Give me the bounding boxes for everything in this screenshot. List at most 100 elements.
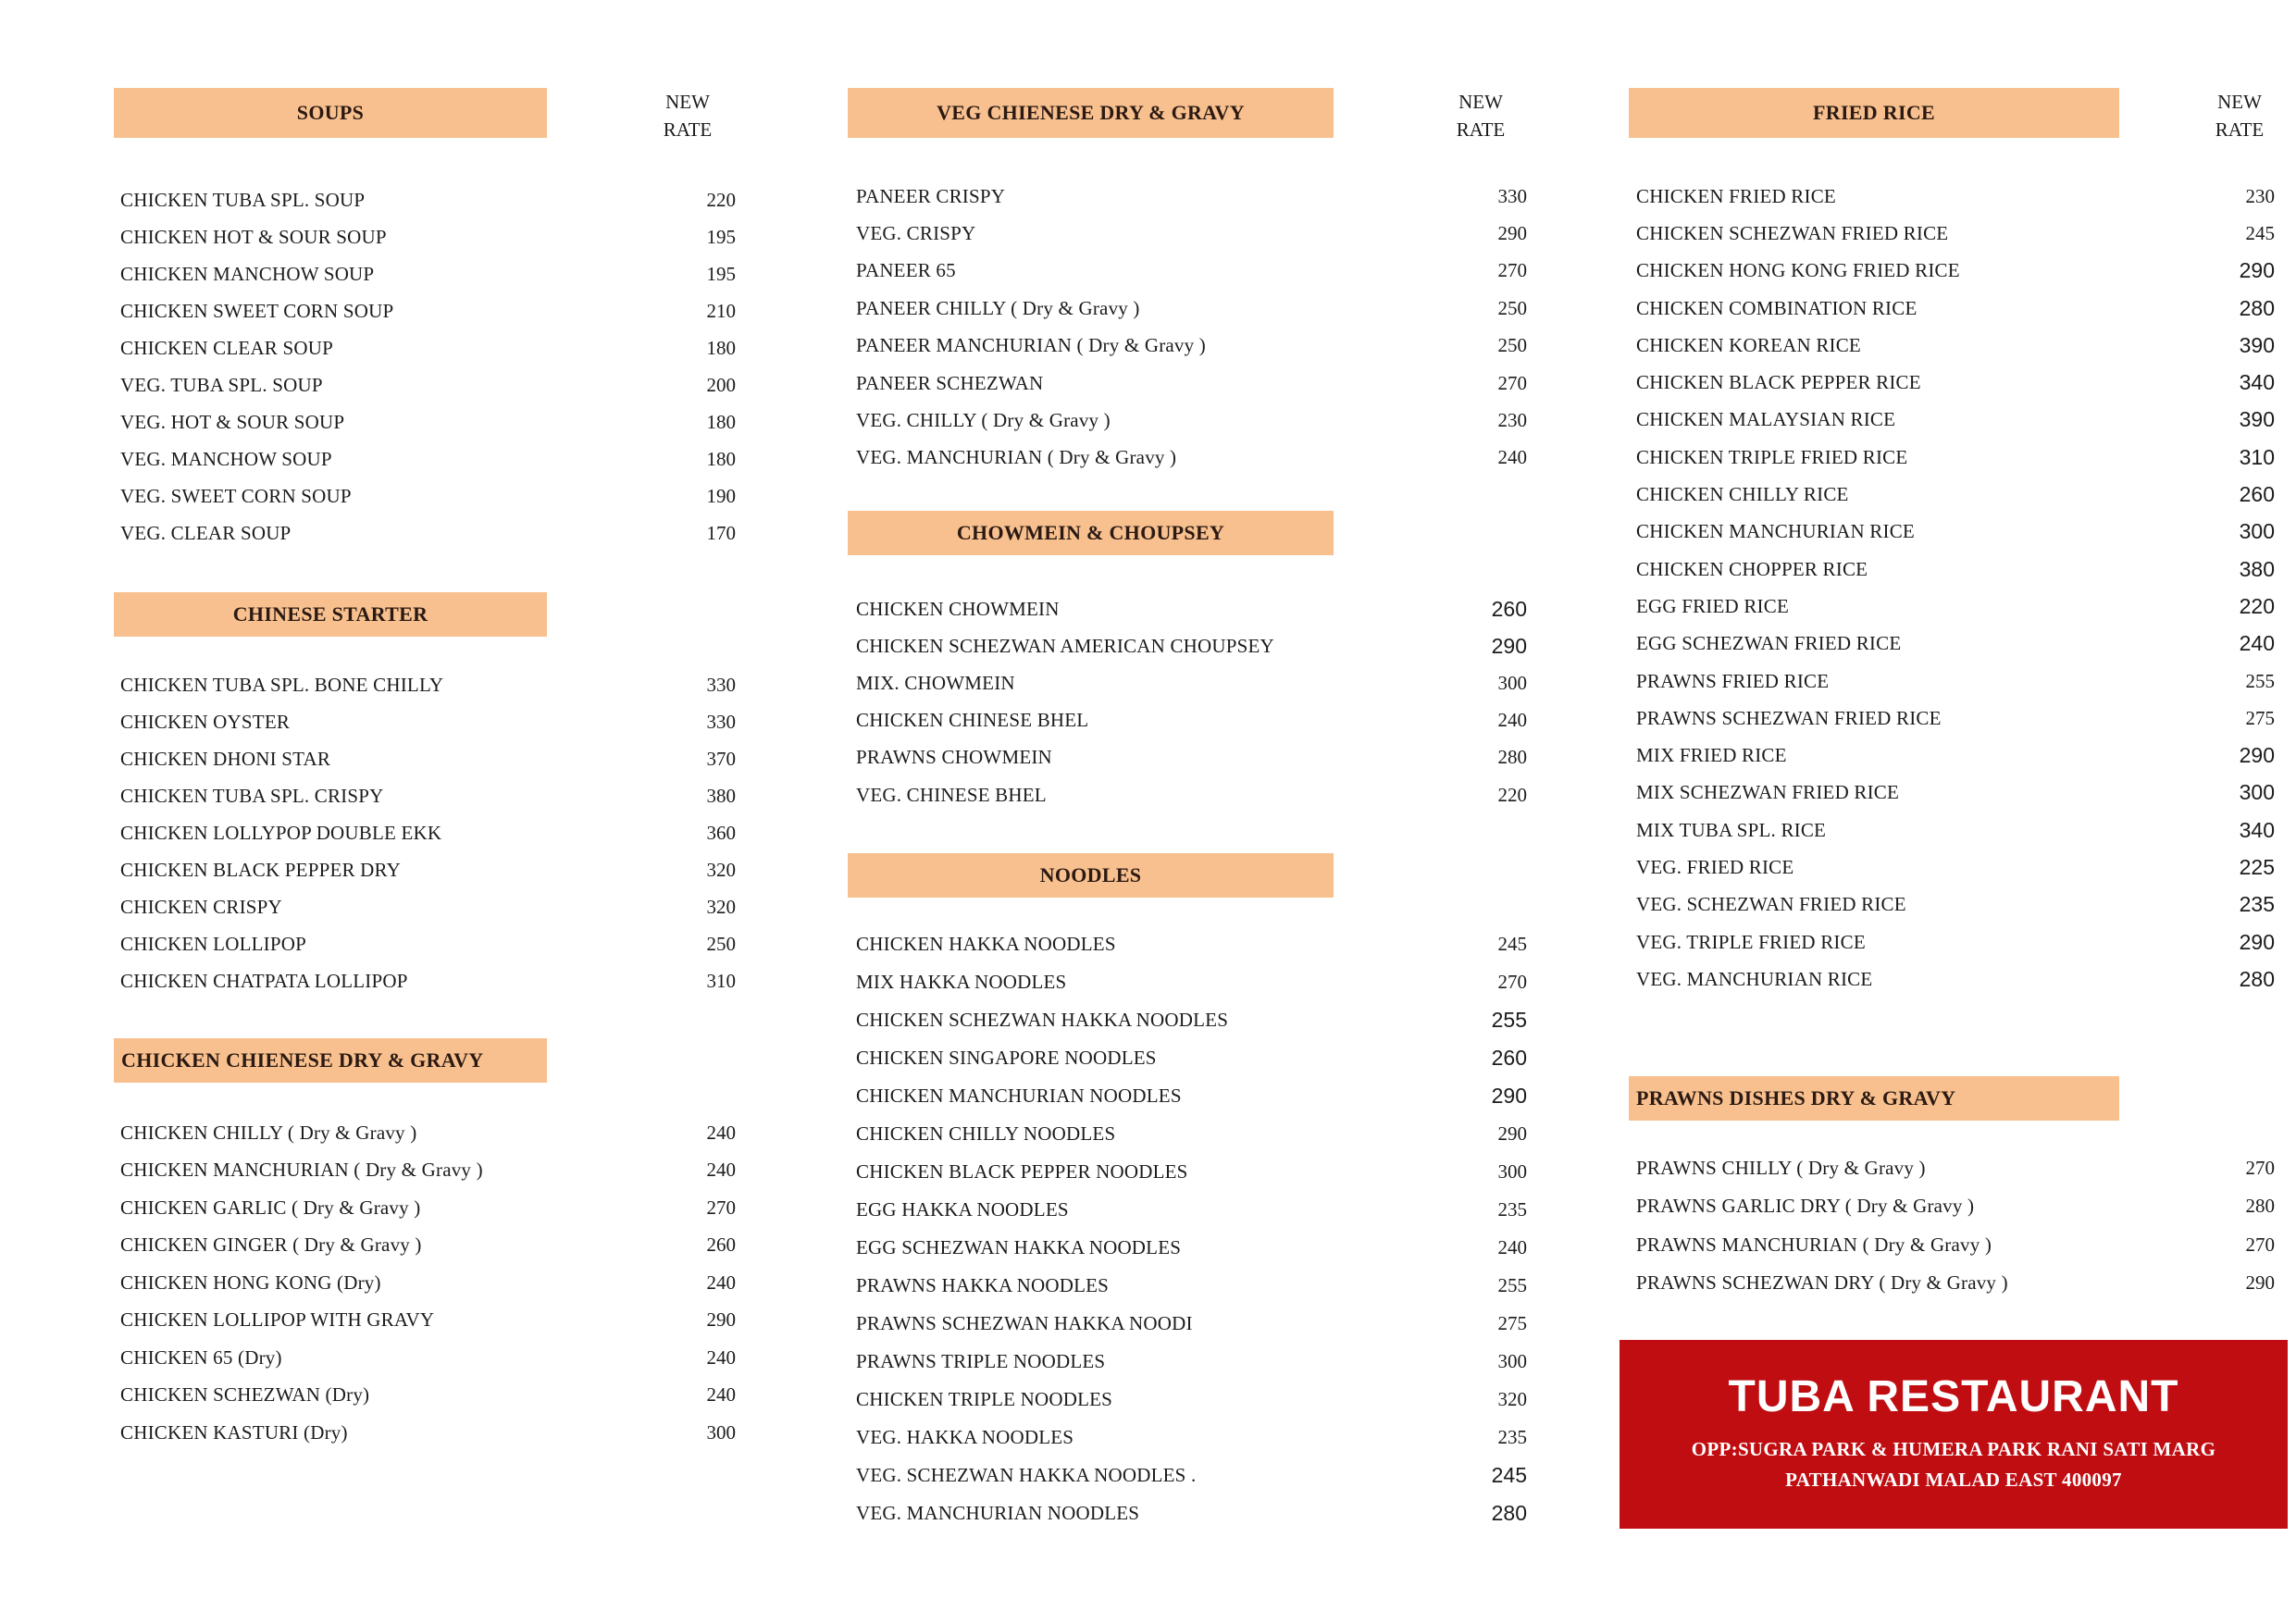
item-price: 230 [2245,184,2276,207]
section-header-chinese-starter: CHINESE STARTER [114,592,547,637]
menu-item-row: CHICKEN SCHEZWAN (Dry) 240 [120,1377,736,1415]
item-price: 290 [2245,1271,2276,1295]
item-name: PRAWNS GARLIC DRY ( Dry & Gravy ) [1636,1195,1975,1218]
item-price: 235 [2239,892,2275,917]
item-name: VEG. CRISPY [856,222,976,245]
menu-item-row: CHICKEN GINGER ( Dry & Gravy ) 260 [120,1227,736,1265]
restaurant-banner: TUBA RESTAURANT OPP:SUGRA PARK & HUMERA … [1620,1340,2288,1529]
menu-item-row: PRAWNS TRIPLE NOODLES 300 [856,1343,1527,1381]
item-name: PANEER SCHEZWAN [856,371,1044,394]
item-price: 210 [706,299,737,322]
menu-item-row: CHICKEN BLACK PEPPER NOODLES 300 [856,1153,1527,1191]
item-price: 250 [1497,296,1528,319]
item-name: CHICKEN CHILLY NOODLES [856,1122,1116,1145]
section-header-prawns-dishes-dry-gravy: PRAWNS DISHES DRY & GRAVY [1629,1076,2119,1121]
section-header-soups: SOUPS [114,88,547,138]
item-name: CHICKEN HONG KONG (Dry) [120,1271,381,1294]
item-name: CHICKEN KOREAN RICE [1636,333,1861,356]
menu-item-row: PRAWNS CHOWMEIN 280 [856,739,1527,776]
item-name: VEG. HOT & SOUR SOUP [120,410,345,433]
menu-item-row: PRAWNS GARLIC DRY ( Dry & Gravy ) 280 [1636,1187,2275,1225]
menu-item-row: CHICKEN CRISPY 320 [120,888,736,925]
menu-item-row: CHICKEN CHILLY NOODLES 290 [856,1115,1527,1153]
item-price: 290 [706,1308,737,1332]
section-header-fried-rice: FRIED RICE [1629,88,2119,138]
item-price: 195 [706,262,737,285]
item-name: MIX HAKKA NOODLES [856,971,1067,993]
item-price: 380 [706,784,737,807]
item-name: VEG. SWEET CORN SOUP [120,484,352,507]
item-name: EGG SCHEZWAN FRIED RICE [1636,632,1902,655]
menu-item-row: PRAWNS CHILLY ( Dry & Gravy ) 270 [1636,1149,2275,1187]
menu-item-row: CHICKEN GARLIC ( Dry & Gravy ) 270 [120,1189,736,1227]
item-name: CHICKEN OYSTER [120,710,291,733]
item-price: 280 [2239,295,2275,320]
item-name: CHICKEN BLACK PEPPER NOODLES [856,1160,1188,1183]
new-rate-label: NEW RATE [614,88,762,143]
item-name: CHICKEN CLEAR SOUP [120,336,333,359]
menu-item-row: CHICKEN CHINESE BHEL 240 [856,702,1527,739]
menu-item-row: VEG. HOT & SOUR SOUP 180 [120,403,736,440]
new-rate-label: NEW RATE [2166,88,2296,143]
item-price: 195 [706,225,737,248]
item-price: 220 [1497,783,1528,806]
item-name: CHICKEN GINGER ( Dry & Gravy ) [120,1233,422,1257]
item-price: 270 [2245,1233,2276,1256]
item-name: CHICKEN CHOPPER RICE [1636,557,1868,580]
item-price: 225 [2239,855,2275,880]
new-rate-line1: NEW [1458,91,1503,113]
menu-item-row: CHICKEN HAKKA NOODLES 245 [856,925,1527,963]
menu-item-row: PANEER MANCHURIAN ( Dry & Gravy ) 250 [856,328,1527,365]
item-name: VEG. MANCHURIAN NOODLES [856,1502,1140,1524]
menu-item-row: VEG. SCHEZWAN HAKKA NOODLES . 245 [856,1457,1527,1494]
item-price: 170 [706,521,737,544]
item-price: 300 [1497,671,1528,694]
menu-item-row: CHICKEN TUBA SPL. CRISPY 380 [120,777,736,814]
menu-item-row: PRAWNS SCHEZWAN FRIED RICE 275 [1636,700,2275,737]
menu-item-row: CHICKEN MANCHURIAN ( Dry & Gravy ) 240 [120,1152,736,1190]
menu-item-row: VEG. MANCHOW SOUP 180 [120,440,736,477]
item-price: 240 [2239,631,2275,656]
item-price: 240 [1497,446,1528,469]
menu-item-row: VEG. MANCHURIAN RICE 280 [1636,961,2275,998]
menu-item-row: PRAWNS FRIED RICE 255 [1636,663,2275,700]
menu-item-row: MIX FRIED RICE 290 [1636,738,2275,775]
menu-item-row: VEG. TUBA SPL. SOUP 200 [120,366,736,403]
item-name: EGG SCHEZWAN HAKKA NOODLES [856,1236,1182,1258]
item-price: 390 [2239,407,2275,432]
section-header-chowmein-choupsey: CHOWMEIN & CHOUPSEY [848,511,1334,555]
item-price: 380 [2239,556,2275,581]
menu-item-row: PRAWNS MANCHURIAN ( Dry & Gravy ) 270 [1636,1226,2275,1264]
restaurant-name: TUBA RESTAURANT [1728,1371,2179,1421]
item-name: CHICKEN BLACK PEPPER RICE [1636,371,1921,394]
item-price: 290 [1491,1084,1527,1108]
menu-item-row: CHICKEN TUBA SPL. SOUP 220 [120,181,736,218]
menu-item-row: MIX TUBA SPL. RICE 340 [1636,812,2275,849]
menu-item-row: CHICKEN KASTURI (Dry) 300 [120,1414,736,1452]
menu-item-row: CHICKEN LOLLIPOP WITH GRAVY 290 [120,1302,736,1340]
item-price: 270 [1497,259,1528,282]
item-name: VEG. FRIED RICE [1636,856,1794,879]
item-price: 220 [706,188,737,211]
menu-item-row: VEG. SCHEZWAN FRIED RICE 235 [1636,886,2275,924]
menu-item-row: VEG. CLEAR SOUP 170 [120,514,736,552]
item-name: PRAWNS SCHEZWAN HAKKA NOODI [856,1312,1193,1334]
item-name: PRAWNS FRIED RICE [1636,669,1830,692]
item-name: MIX TUBA SPL. RICE [1636,818,1827,841]
item-name: VEG. TRIPLE FRIED RICE [1636,930,1866,953]
item-name: CHICKEN CHILLY RICE [1636,483,1849,506]
menu-item-row: PRAWNS SCHEZWAN DRY ( Dry & Gravy ) 290 [1636,1264,2275,1302]
item-price: 320 [706,895,737,918]
item-price: 260 [2239,482,2275,507]
item-price: 310 [706,969,737,992]
menu-item-row: CHICKEN OYSTER 330 [120,703,736,740]
item-price: 240 [706,1345,737,1369]
new-rate-label: NEW RATE [1407,88,1555,143]
item-name: CHICKEN CRISPY [120,895,282,918]
item-price: 280 [2239,966,2275,991]
item-price: 275 [1497,1312,1528,1334]
item-name: CHICKEN MALAYSIAN RICE [1636,408,1896,431]
menu-item-row: CHICKEN MANCHURIAN RICE 300 [1636,514,2275,551]
item-price: 200 [706,373,737,396]
item-price: 270 [1497,371,1528,394]
